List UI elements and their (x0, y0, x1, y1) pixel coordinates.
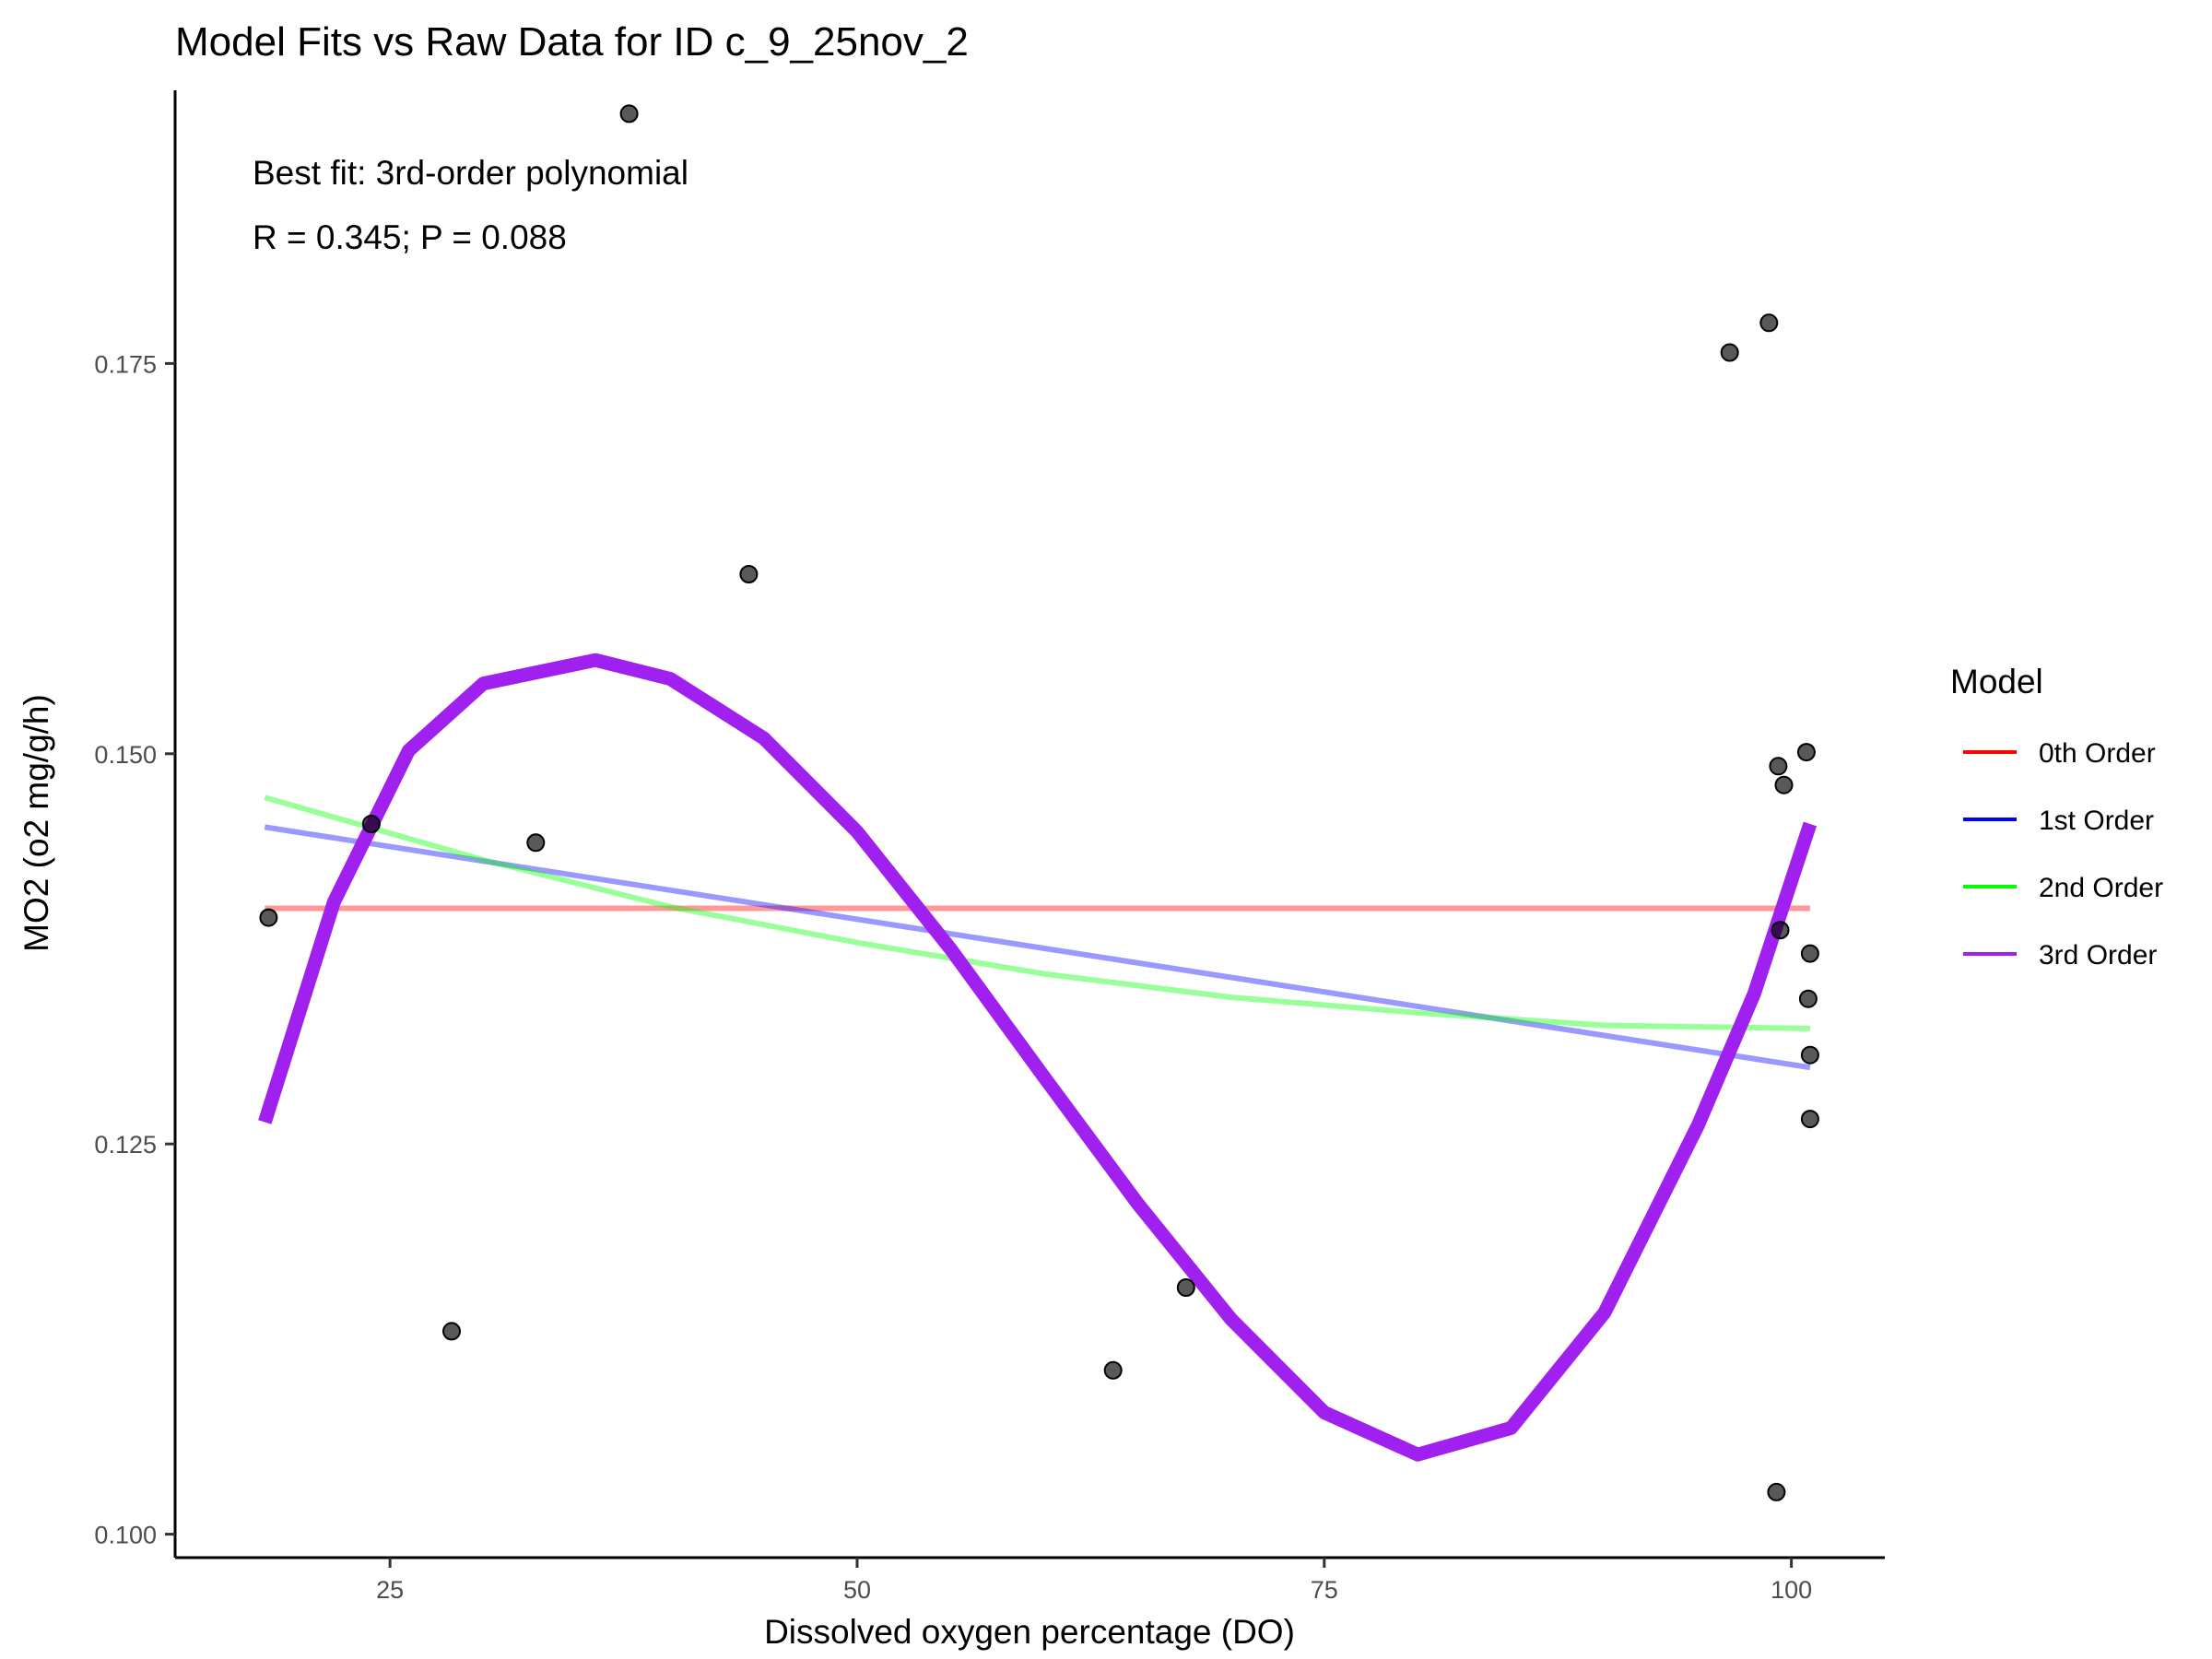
annotation-r-p: R = 0.345; P = 0.088 (253, 218, 567, 256)
data-point-4 (619, 104, 639, 124)
data-point-10 (1767, 1482, 1786, 1501)
legend-label-3: 3rd Order (2039, 940, 2157, 971)
annotation-best-fit: Best fit: 3rd-order polynomial (253, 154, 688, 192)
legend-title: Model (1950, 663, 2043, 700)
plot-area (258, 104, 1819, 1501)
chart-title: Model Fits vs Raw Data for ID c_9_25nov_… (175, 19, 969, 65)
data-point-1 (361, 815, 381, 833)
y-tick-label-1: 0.125 (94, 1131, 157, 1159)
series-line-3 (258, 653, 1818, 1462)
y-tick-label-3: 0.175 (94, 350, 157, 378)
legend-label-0: 0th Order (2039, 738, 2156, 769)
legend-label-2: 2nd Order (2039, 873, 2163, 903)
x-axis-title: Dissolved oxygen percentage (DO) (764, 1613, 1295, 1651)
legend-entries: 0th Order 1st Order 2nd Order 3rd Order (1963, 738, 2163, 971)
x-tick-label-2: 75 (1311, 1576, 1338, 1604)
data-point-7 (1176, 1278, 1195, 1297)
data-point-14 (1796, 743, 1816, 762)
legend-label-1: 1st Order (2039, 806, 2154, 836)
points-layer (259, 104, 1819, 1501)
data-point-16 (1800, 944, 1819, 963)
data-point-3 (526, 833, 546, 853)
data-point-8 (1720, 343, 1739, 362)
data-point-11 (1769, 757, 1788, 776)
data-point-9 (1759, 313, 1779, 333)
series-layer (258, 653, 1818, 1462)
x-tick-label-3: 100 (1771, 1576, 1812, 1604)
data-point-15 (1798, 989, 1818, 1008)
data-point-17 (1800, 1045, 1819, 1065)
legend: Model 0th Order 1st Order 2nd Order 3rd Ord… (1950, 663, 2163, 971)
data-point-18 (1800, 1110, 1819, 1129)
data-point-13 (1774, 775, 1794, 794)
x-tick-label-1: 50 (843, 1576, 871, 1604)
data-point-0 (259, 908, 278, 927)
series-line-1 (264, 824, 1811, 1071)
series-line-2 (264, 794, 1810, 1031)
y-tick-label-0: 0.100 (94, 1522, 157, 1549)
data-point-12 (1771, 921, 1790, 940)
y-tick-label-2: 0.150 (94, 741, 157, 769)
x-tick-label-0: 25 (376, 1576, 404, 1604)
data-point-2 (442, 1322, 461, 1341)
data-point-6 (1103, 1360, 1123, 1380)
x-axis-ticks: 25 50 75 100 (376, 1558, 1812, 1604)
y-axis-ticks: 0.100 0.125 0.150 0.175 (94, 350, 175, 1549)
y-axis-title: MO2 (o2 mg/g/h) (18, 694, 55, 952)
data-point-5 (739, 565, 759, 583)
